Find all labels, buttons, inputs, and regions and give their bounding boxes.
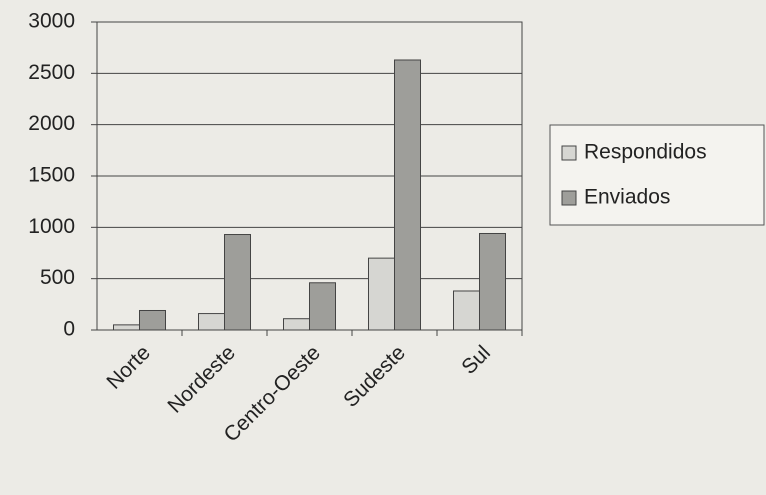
- y-tick-label: 2500: [28, 61, 75, 84]
- legend-box: [549, 124, 765, 226]
- legend-label: Respondidos: [584, 141, 707, 164]
- x-tick-label: Sul: [457, 341, 495, 379]
- y-tick-label: 500: [40, 266, 75, 289]
- x-tick-label: Sudeste: [339, 341, 410, 412]
- y-tick-label: 0: [63, 318, 75, 341]
- bar: [368, 257, 395, 331]
- bar: [113, 324, 140, 331]
- bar: [224, 234, 251, 331]
- x-tick-label: Nordeste: [163, 341, 240, 418]
- bar: [479, 232, 506, 331]
- bar: [453, 290, 480, 331]
- x-tick-label: Norte: [102, 341, 155, 394]
- y-tick-label: 3000: [28, 10, 75, 33]
- legend-swatch: [561, 190, 577, 206]
- bar: [139, 309, 166, 331]
- bar: [394, 59, 421, 331]
- legend-label: Enviados: [584, 186, 670, 209]
- bar: [198, 313, 225, 331]
- bar: [309, 282, 336, 331]
- legend-swatch: [561, 145, 577, 161]
- y-tick-label: 2000: [28, 112, 75, 135]
- y-tick-label: 1500: [28, 164, 75, 187]
- bar: [283, 318, 310, 331]
- y-tick-label: 1000: [28, 215, 75, 238]
